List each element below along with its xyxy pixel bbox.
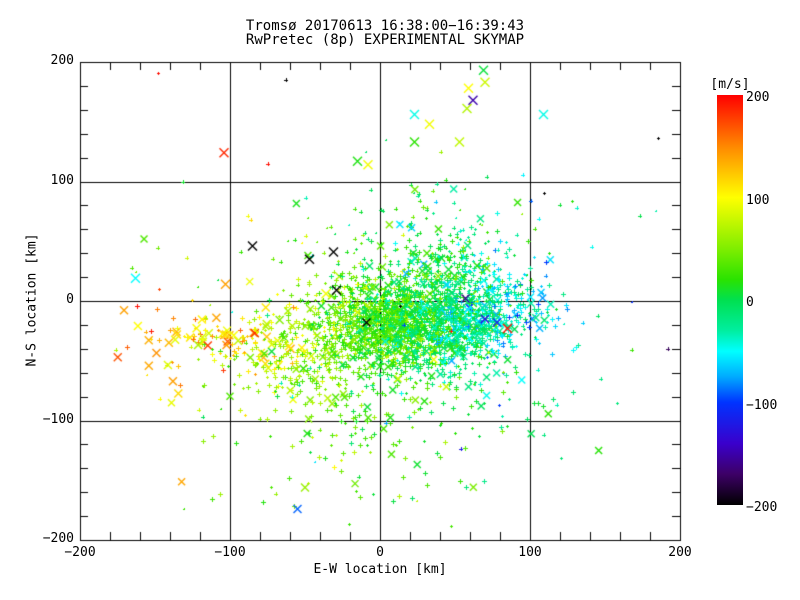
x-axis-title: E-W location [km] — [313, 562, 447, 577]
y-axis-tick-label: 100 — [50, 172, 74, 188]
colorbar-tick-label: 0 — [746, 295, 754, 310]
y-axis-tick-label: −200 — [42, 531, 74, 546]
colorbar-tick-label: 200 — [746, 90, 770, 105]
y-axis-tick-label: 0 — [66, 292, 74, 307]
colorbar-unit-label: [m/s] — [710, 77, 750, 92]
x-axis-tick-label: 200 — [668, 545, 692, 560]
y-axis-tick-label: 200 — [50, 53, 74, 68]
x-axis-tick-label: −100 — [214, 545, 246, 560]
y-axis-tick-label: −100 — [42, 411, 74, 427]
chart-subtitle: RwPretec (8p) EXPERIMENTAL SKYMAP — [245, 32, 525, 48]
x-axis-tick-label: 100 — [518, 545, 542, 560]
colorbar-tick-label: 100 — [746, 192, 770, 208]
x-axis-tick-label: −200 — [64, 545, 96, 560]
colorbar-tick-label: −100 — [746, 397, 778, 413]
colorbar-tick-label: −200 — [746, 500, 778, 515]
colorbar-gradient — [717, 95, 743, 505]
chart-title: Tromsø 20170613 16:38:00−16:39:43 — [245, 18, 525, 34]
x-axis-tick-label: 0 — [376, 545, 384, 560]
